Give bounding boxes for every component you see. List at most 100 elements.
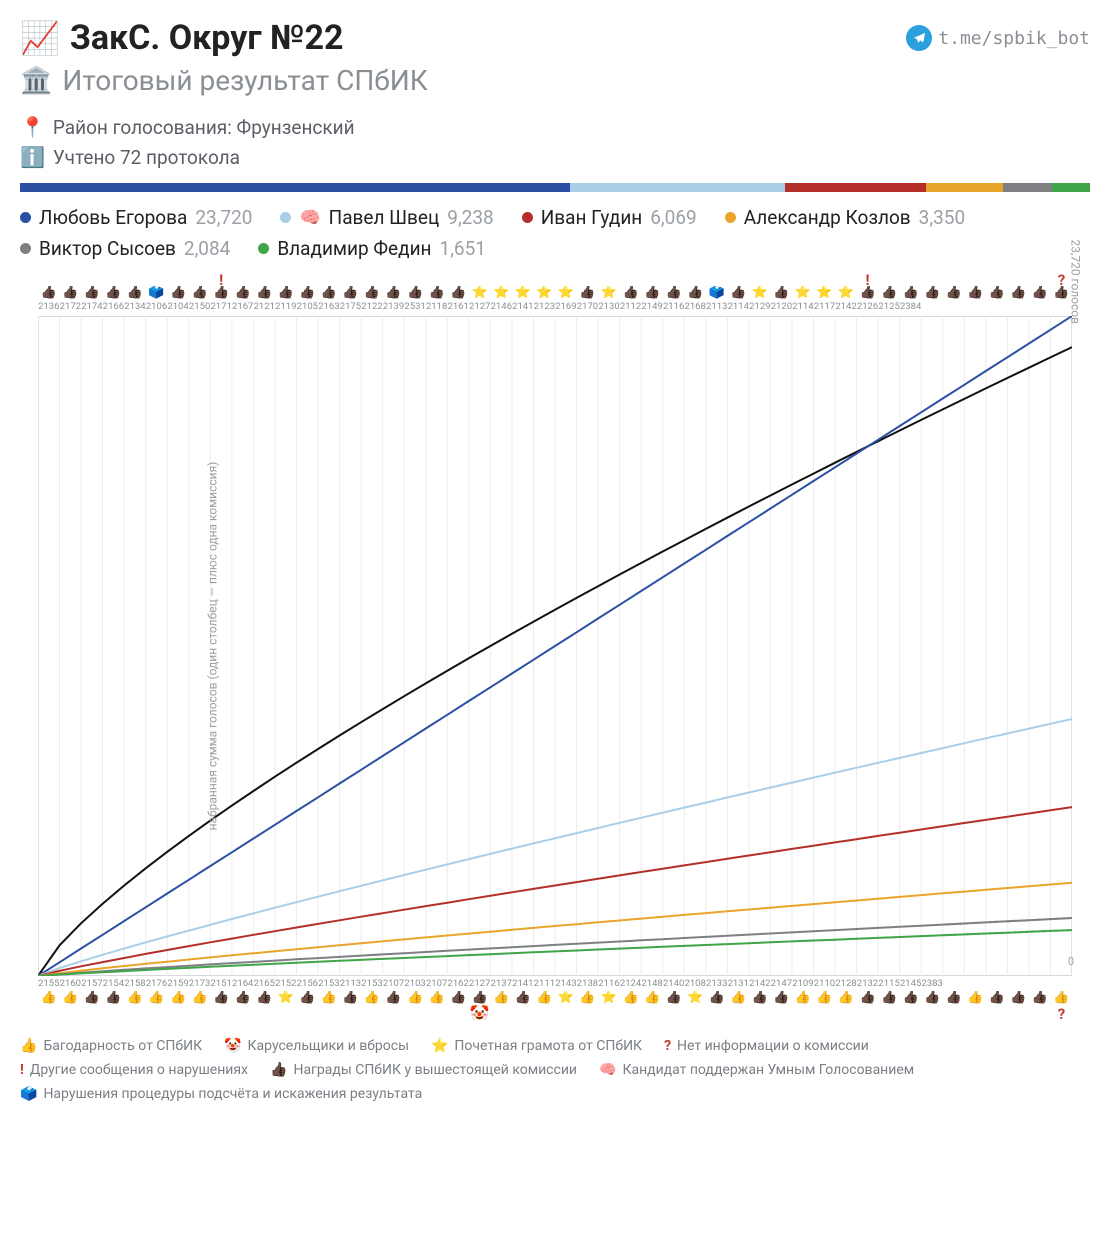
marker-cell: 2117 <box>814 301 836 312</box>
marker-cell <box>81 270 103 286</box>
marker-cell: 👍🏿 <box>297 991 319 1004</box>
marker-cell: 👍🏿 <box>383 286 405 299</box>
marker-cell <box>383 1004 405 1020</box>
marker-cell <box>663 1004 685 1020</box>
marker-cell <box>965 1004 987 1020</box>
candidate-legend: Любовь Егорова23,720🧠Павел Швец9,238Иван… <box>20 206 1090 260</box>
marker-cell <box>684 270 706 286</box>
footer-legend-icon: 👍🏿 <box>270 1062 287 1078</box>
marker-cell: 👍🏿 <box>943 991 965 1004</box>
marker-cell: 👍 <box>814 991 836 1004</box>
marker-cell <box>598 270 620 286</box>
marker-cell: 2109 <box>792 978 814 989</box>
marker-cell: 👍🏿 <box>684 286 706 299</box>
marker-cell: 2122 <box>361 301 383 312</box>
marker-cell: 2123 <box>534 301 556 312</box>
marker-cell: 2110 <box>814 978 836 989</box>
marker-cell <box>663 270 685 286</box>
marker-cell: 👍🏿 <box>189 286 211 299</box>
marker-cell: 👍🏿 <box>383 991 405 1004</box>
marker-cell: 2106 <box>146 301 168 312</box>
marker-cell <box>146 270 168 286</box>
legend-dot <box>725 212 736 223</box>
marker-cell: 👍🏿 <box>857 991 879 1004</box>
footer-legend-icon: 🤡 <box>224 1038 241 1054</box>
stacked-segment <box>20 183 570 192</box>
marker-cell <box>253 1004 275 1020</box>
marker-cell: 2164 <box>232 978 254 989</box>
marker-cell <box>404 270 426 286</box>
marker-cell <box>620 270 642 286</box>
marker-cell: 2384 <box>900 301 922 312</box>
marker-cell <box>275 1004 297 1020</box>
marker-cell <box>878 270 900 286</box>
marker-cell: 👍🏿 <box>900 991 922 1004</box>
marker-cell <box>728 270 750 286</box>
legend-item: Любовь Егорова23,720 <box>20 206 252 229</box>
marker-cell: 2113 <box>706 301 728 312</box>
marker-cell: 2172 <box>60 301 82 312</box>
marker-cell: 2124 <box>620 978 642 989</box>
subtitle: Итоговый результат СПбИК <box>62 64 427 97</box>
footer-legend-label: Карусельщики и вбросы <box>248 1038 409 1054</box>
marker-cell: 👍🏿 <box>103 991 125 1004</box>
marker-cell: 👍🏿 <box>577 286 599 299</box>
marker-cell <box>167 270 189 286</box>
marker-cell <box>534 1004 556 1020</box>
marker-cell <box>60 270 82 286</box>
marker-cell <box>684 1004 706 1020</box>
marker-cell: ⭐ <box>275 991 297 1004</box>
marker-cell: 2127 <box>469 978 491 989</box>
marker-cell: 👍🏿 <box>921 286 943 299</box>
marker-cell: 2126 <box>857 301 879 312</box>
marker-cell: 2160 <box>60 978 82 989</box>
marker-cell: 2114 <box>728 301 750 312</box>
marker-cell <box>232 1004 254 1020</box>
marker-cell <box>986 1004 1008 1020</box>
telegram-label: t.me/spbik_bot <box>938 28 1090 49</box>
marker-cell: ⭐ <box>749 286 771 299</box>
marker-cell <box>103 1004 125 1020</box>
marker-cell: 👍🏿 <box>361 286 383 299</box>
legend-name: Владимир Федин <box>277 237 431 260</box>
title-block: 📈 ЗакС. Округ №22 <box>20 18 344 58</box>
marker-cell: 👍🏿 <box>340 286 362 299</box>
telegram-link[interactable]: t.me/spbik_bot <box>906 25 1090 51</box>
marker-cell: 👍 <box>835 991 857 1004</box>
marker-cell <box>512 270 534 286</box>
marker-cell: 2105 <box>297 301 319 312</box>
footer-legend-item: !Другие сообщения о нарушениях <box>20 1062 248 1078</box>
marker-cell <box>512 1004 534 1020</box>
marker-cell <box>965 270 987 286</box>
marker-cell: 2167 <box>232 301 254 312</box>
protocols-label: Учтено 72 протокола <box>53 146 240 169</box>
telegram-icon <box>906 25 932 51</box>
marker-cell <box>943 978 965 989</box>
footer-legend-label: Награды СПбИК у вышестоящей комиссии <box>293 1062 577 1078</box>
marker-cell: 👍🏿 <box>921 991 943 1004</box>
marker-cell <box>210 1004 232 1020</box>
marker-cell: 2142 <box>835 301 857 312</box>
marker-cell <box>318 1004 340 1020</box>
marker-cell: 👍🏿 <box>38 286 60 299</box>
legend-dot <box>522 212 533 223</box>
meta-block: 📍 Район голосования: Фрунзенский ℹ️ Учте… <box>20 115 1090 169</box>
marker-cell <box>577 1004 599 1020</box>
marker-cell <box>340 1004 362 1020</box>
marker-cell <box>469 270 491 286</box>
footer-legend-item: ?Нет информации о комиссии <box>664 1038 869 1054</box>
marker-cell: 👍 <box>146 991 168 1004</box>
marker-cell: 👍🏿 <box>124 286 146 299</box>
marker-cell <box>620 1004 642 1020</box>
marker-cell: 👍 <box>318 991 340 1004</box>
marker-cell <box>921 1004 943 1020</box>
legend-dot <box>280 212 291 223</box>
marker-cell: 👍🏿 <box>641 286 663 299</box>
legend-item: Иван Гудин6,069 <box>522 206 697 229</box>
marker-cell <box>986 978 1008 989</box>
legend-dot <box>20 243 31 254</box>
marker-cell: 2120 <box>771 301 793 312</box>
footer-legend-item: 👍🏿 Награды СПбИК у вышестоящей комиссии <box>270 1062 577 1078</box>
footer-legend-item: ⭐Почетная грамота от СПбИК <box>431 1038 642 1054</box>
marker-cell: 2152 <box>275 978 297 989</box>
